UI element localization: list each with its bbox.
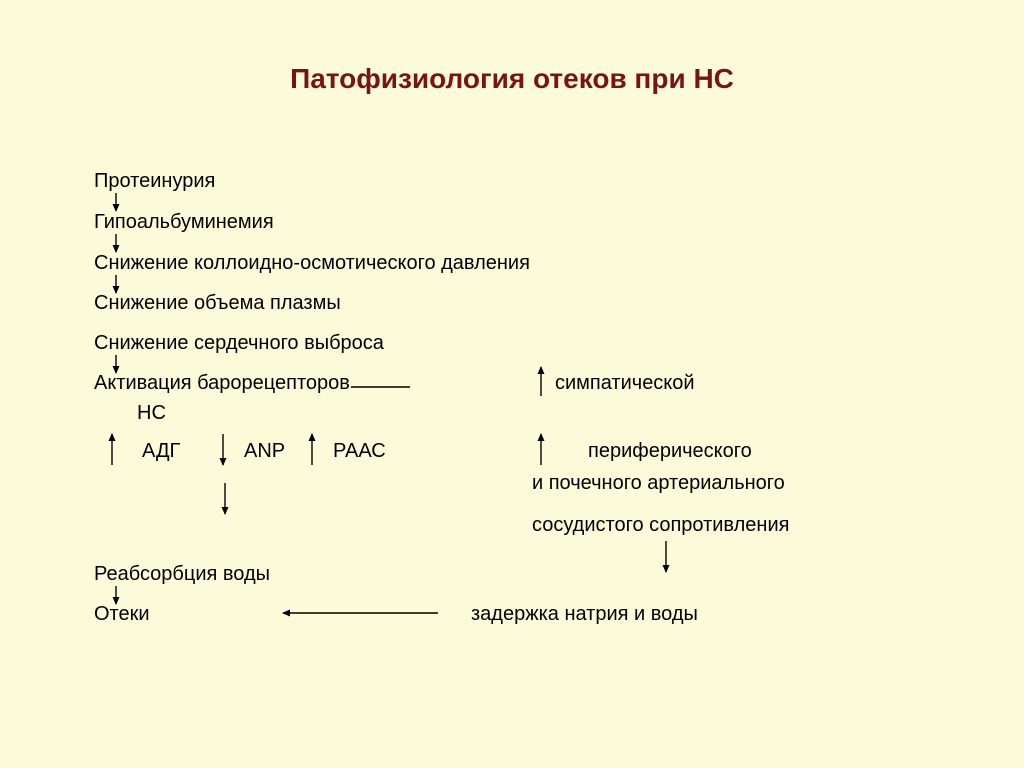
flow-node: Снижение коллоидно-осмотического давлени… bbox=[94, 252, 530, 275]
flow-node: сосудистого сопротивления bbox=[532, 514, 789, 537]
flow-node: АДГ bbox=[142, 440, 180, 463]
page-title: Патофизиология отеков при НС bbox=[0, 63, 1024, 95]
flow-node: симпатической bbox=[555, 372, 695, 395]
flow-node: Протеинурия bbox=[94, 170, 215, 193]
flow-node: НС bbox=[137, 402, 166, 425]
flow-node: Реабсорбция воды bbox=[94, 563, 270, 586]
flow-node: задержка натрия и воды bbox=[471, 603, 698, 626]
flow-node: и почечного артериального bbox=[532, 472, 785, 495]
flow-node: РААС bbox=[333, 440, 386, 463]
flow-node: Отеки bbox=[94, 603, 150, 626]
flow-node: Активация барорецепторов bbox=[94, 372, 350, 395]
flow-node: периферического bbox=[588, 440, 752, 463]
flow-node: Снижение объема плазмы bbox=[94, 292, 341, 315]
flow-node: АNР bbox=[244, 440, 285, 463]
flow-node: Гипоальбуминемия bbox=[94, 211, 274, 234]
flow-node: Снижение сердечного выброса bbox=[94, 332, 384, 355]
